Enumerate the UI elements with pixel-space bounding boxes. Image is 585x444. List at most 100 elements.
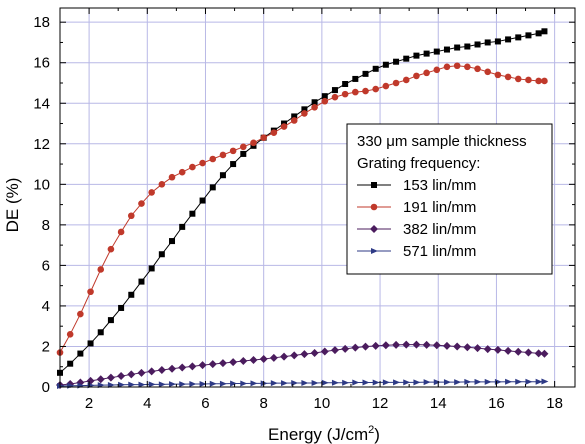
data-point: [454, 44, 461, 51]
data-point: [240, 380, 248, 387]
data-point: [372, 65, 379, 72]
data-point: [541, 28, 548, 35]
data-point: [473, 344, 482, 353]
data-point: [535, 30, 542, 37]
data-point: [280, 352, 289, 361]
data-point: [483, 345, 492, 354]
data-point: [199, 197, 206, 204]
data-point: [321, 97, 329, 105]
data-point: [432, 341, 441, 350]
data-point: [541, 77, 548, 85]
data-point: [67, 360, 74, 367]
data-point: [77, 350, 84, 357]
data-point: [525, 32, 532, 39]
x-tick-label: 6: [201, 395, 209, 412]
data-point: [535, 378, 543, 385]
data-point: [525, 378, 533, 385]
x-tick-label: 4: [143, 395, 151, 412]
legend-title-thickness-post: m sample thickness: [395, 133, 527, 150]
data-point: [403, 379, 411, 386]
legend-marker: [371, 182, 377, 188]
data-point: [342, 379, 350, 386]
data-point: [198, 361, 207, 370]
data-point: [219, 172, 226, 179]
data-point: [422, 340, 431, 349]
data-point: [199, 159, 206, 167]
data-point: [453, 62, 461, 70]
data-point: [330, 346, 339, 355]
y-tick-label: 6: [42, 257, 50, 274]
data-point: [474, 378, 482, 385]
legend-entry: 571 lin/mm: [357, 243, 476, 260]
data-point: [107, 245, 115, 253]
data-point: [413, 52, 420, 59]
data-point: [138, 278, 145, 285]
y-axis-title: DE (%): [3, 178, 22, 233]
data-point: [97, 329, 104, 336]
data-point: [147, 367, 156, 376]
data-point: [515, 34, 522, 41]
data-point: [413, 72, 420, 80]
data-point: [209, 184, 216, 191]
y-tick-label: 8: [42, 217, 50, 234]
data-point: [169, 238, 176, 245]
series-line: [59, 344, 545, 386]
x-axis-title-text: Energy (J/cm: [268, 425, 368, 444]
data-point: [372, 85, 379, 93]
y-tick-label: 10: [33, 176, 50, 193]
data-point: [382, 379, 390, 386]
data-point: [178, 363, 187, 372]
data-point: [281, 380, 289, 387]
data-point: [148, 381, 156, 388]
axis-ticks: 2 4 6 8 10 12 14 16 18 0 2 4 6 8 10 12 14 16 18: [33, 8, 575, 412]
data-point: [403, 55, 410, 62]
legend-entry: 153 lin/mm: [357, 177, 476, 194]
data-point: [158, 381, 166, 388]
data-point: [505, 36, 512, 43]
data-point: [371, 341, 380, 350]
data-point: [259, 355, 268, 364]
legend-label: 153 lin/mm: [403, 177, 476, 194]
data-point: [393, 379, 401, 386]
data-point: [77, 310, 84, 318]
legend-entry: 382 lin/mm: [357, 221, 476, 238]
data-point: [351, 343, 360, 352]
data-point: [402, 76, 410, 84]
data-point: [361, 342, 370, 351]
data-point: [443, 379, 451, 386]
data-point: [179, 223, 186, 230]
data-point: [464, 378, 472, 385]
data-point: [463, 343, 472, 352]
data-point: [320, 347, 329, 356]
data-point: [392, 79, 400, 87]
data-point: [311, 99, 318, 106]
data-point: [107, 317, 114, 324]
data-point: [250, 380, 258, 387]
data-point: [311, 379, 319, 386]
data-point: [514, 347, 523, 356]
data-point: [362, 87, 369, 95]
series-1: [57, 28, 548, 376]
x-tick-label: 16: [488, 395, 505, 412]
data-point: [443, 46, 450, 53]
data-point: [341, 344, 350, 353]
data-point: [541, 378, 549, 385]
y-tick-label: 2: [42, 338, 50, 355]
legend-marker: [370, 225, 378, 233]
data-point: [352, 75, 359, 82]
data-point: [423, 50, 430, 57]
x-tick-label: 2: [85, 395, 93, 412]
data-point: [107, 381, 115, 388]
y-tick-label: 14: [33, 95, 50, 112]
data-point: [66, 331, 74, 338]
legend-title-thickness-pre: 330: [357, 133, 386, 150]
y-tick-label: 0: [42, 379, 50, 396]
data-point: [189, 163, 196, 171]
data-point: [290, 117, 298, 124]
data-point: [494, 38, 501, 45]
data-point: [96, 375, 105, 384]
legend-entry: 191 lin/mm: [357, 199, 476, 216]
data-point: [301, 110, 308, 117]
data-point: [270, 129, 278, 136]
